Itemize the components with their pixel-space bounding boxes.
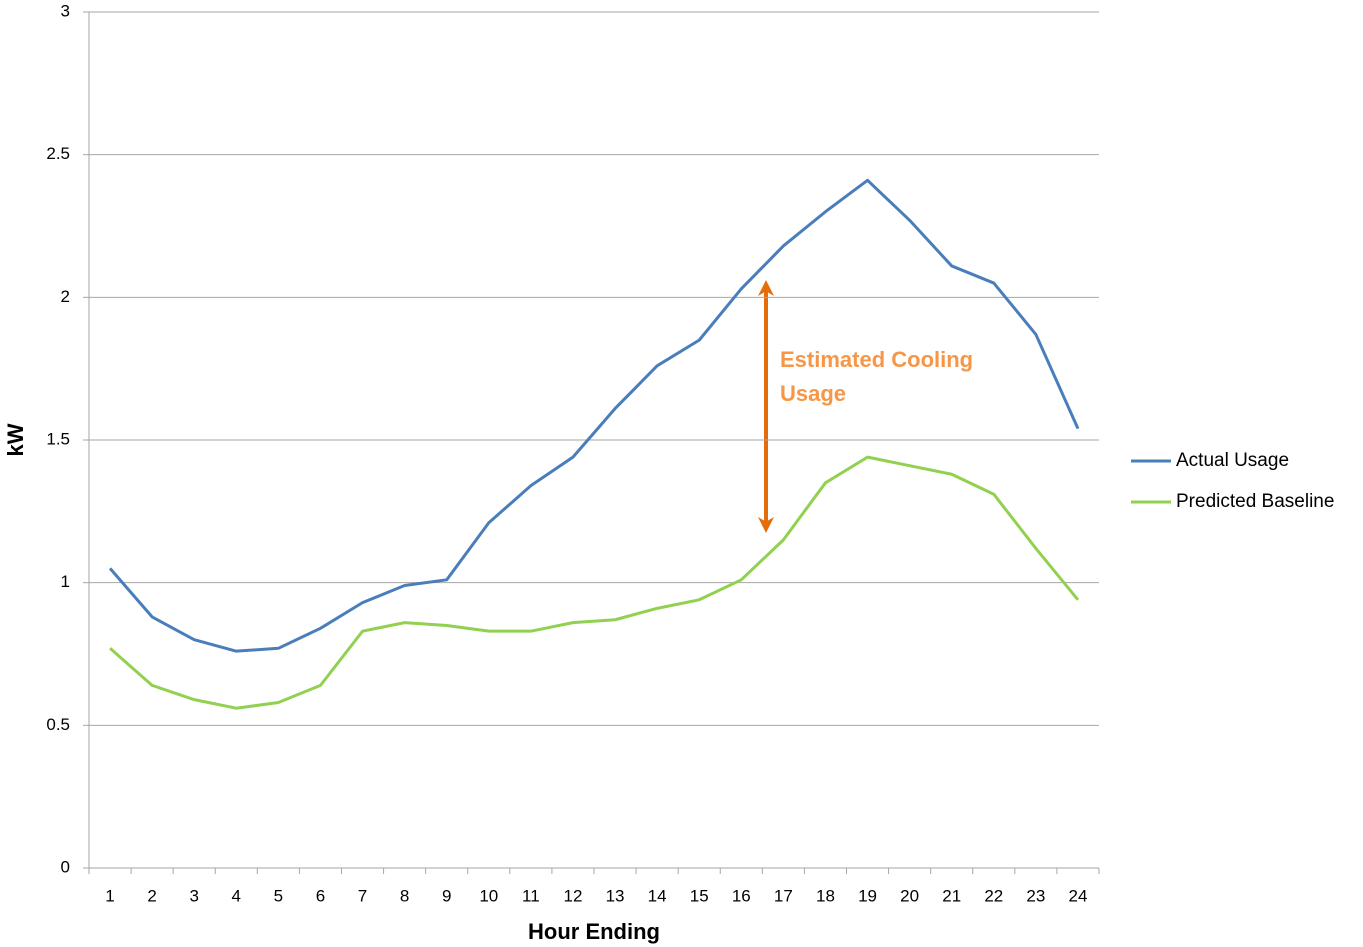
x-tick-label: 13 — [606, 886, 625, 905]
y-tick-label: 2.5 — [46, 144, 70, 163]
x-tick-label: 2 — [147, 886, 156, 905]
x-tick-label: 14 — [648, 886, 667, 905]
x-tick-label: 20 — [900, 886, 919, 905]
y-tick-label: 0.5 — [46, 715, 70, 734]
x-tick-label: 21 — [942, 886, 961, 905]
x-tick-label: 22 — [984, 886, 1003, 905]
x-tick-label: 10 — [479, 886, 498, 905]
x-tick-label: 23 — [1026, 886, 1045, 905]
series-line — [109, 455, 1080, 710]
y-tick-label: 1.5 — [46, 429, 70, 448]
y-axis-title: kW — [3, 423, 28, 456]
x-tick-label: 4 — [232, 886, 241, 905]
x-tick-label: 18 — [816, 886, 835, 905]
x-axis-title: Hour Ending — [528, 919, 660, 944]
x-tick-label: 15 — [690, 886, 709, 905]
y-tick-label: 3 — [61, 1, 70, 20]
x-tick-label: 9 — [442, 886, 451, 905]
y-tick-label: 2 — [61, 287, 70, 306]
y-tick-label: 1 — [61, 572, 70, 591]
x-tick-label: 7 — [358, 886, 367, 905]
x-tick-label: 1 — [105, 886, 114, 905]
x-tick-label: 8 — [400, 886, 409, 905]
x-tick-label: 24 — [1068, 886, 1087, 905]
series-line — [108, 178, 1080, 653]
x-tick-label: 11 — [522, 886, 540, 905]
legend-label: Actual Usage — [1176, 450, 1289, 471]
x-tick-label: 17 — [774, 886, 793, 905]
x-tick-label: 6 — [316, 886, 325, 905]
legend-label: Predicted Baseline — [1176, 491, 1334, 512]
y-tick-label: 0 — [61, 857, 70, 876]
x-tick-label: 5 — [274, 886, 283, 905]
x-tick-label: 19 — [858, 886, 877, 905]
x-tick-label: 12 — [563, 886, 582, 905]
x-tick-label: 3 — [189, 886, 198, 905]
annotation: Estimated Cooling Usage — [780, 347, 974, 406]
x-tick-label: 16 — [732, 886, 751, 905]
